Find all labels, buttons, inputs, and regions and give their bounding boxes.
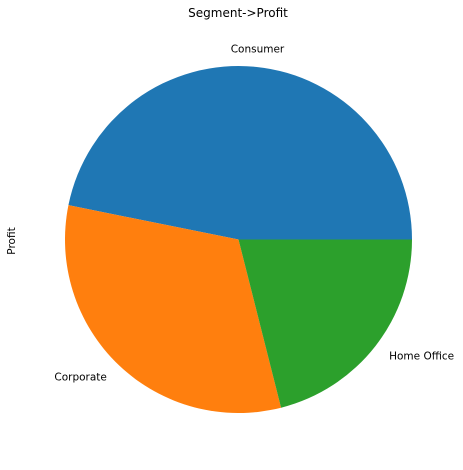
y-axis-label: Profit	[6, 227, 18, 254]
pie-slices	[65, 66, 413, 414]
pie-label-corporate: Corporate	[54, 372, 107, 384]
pie-slice-consumer	[68, 66, 413, 240]
pie-slice-corporate	[65, 205, 282, 414]
pie-labels: Consumer Corporate Home Office	[54, 44, 454, 384]
pie-label-consumer: Consumer	[231, 44, 285, 56]
chart-title: Segment->Profit	[188, 6, 288, 20]
pie-label-home-office: Home Office	[389, 351, 454, 363]
pie-slice-home-office	[238, 239, 412, 408]
